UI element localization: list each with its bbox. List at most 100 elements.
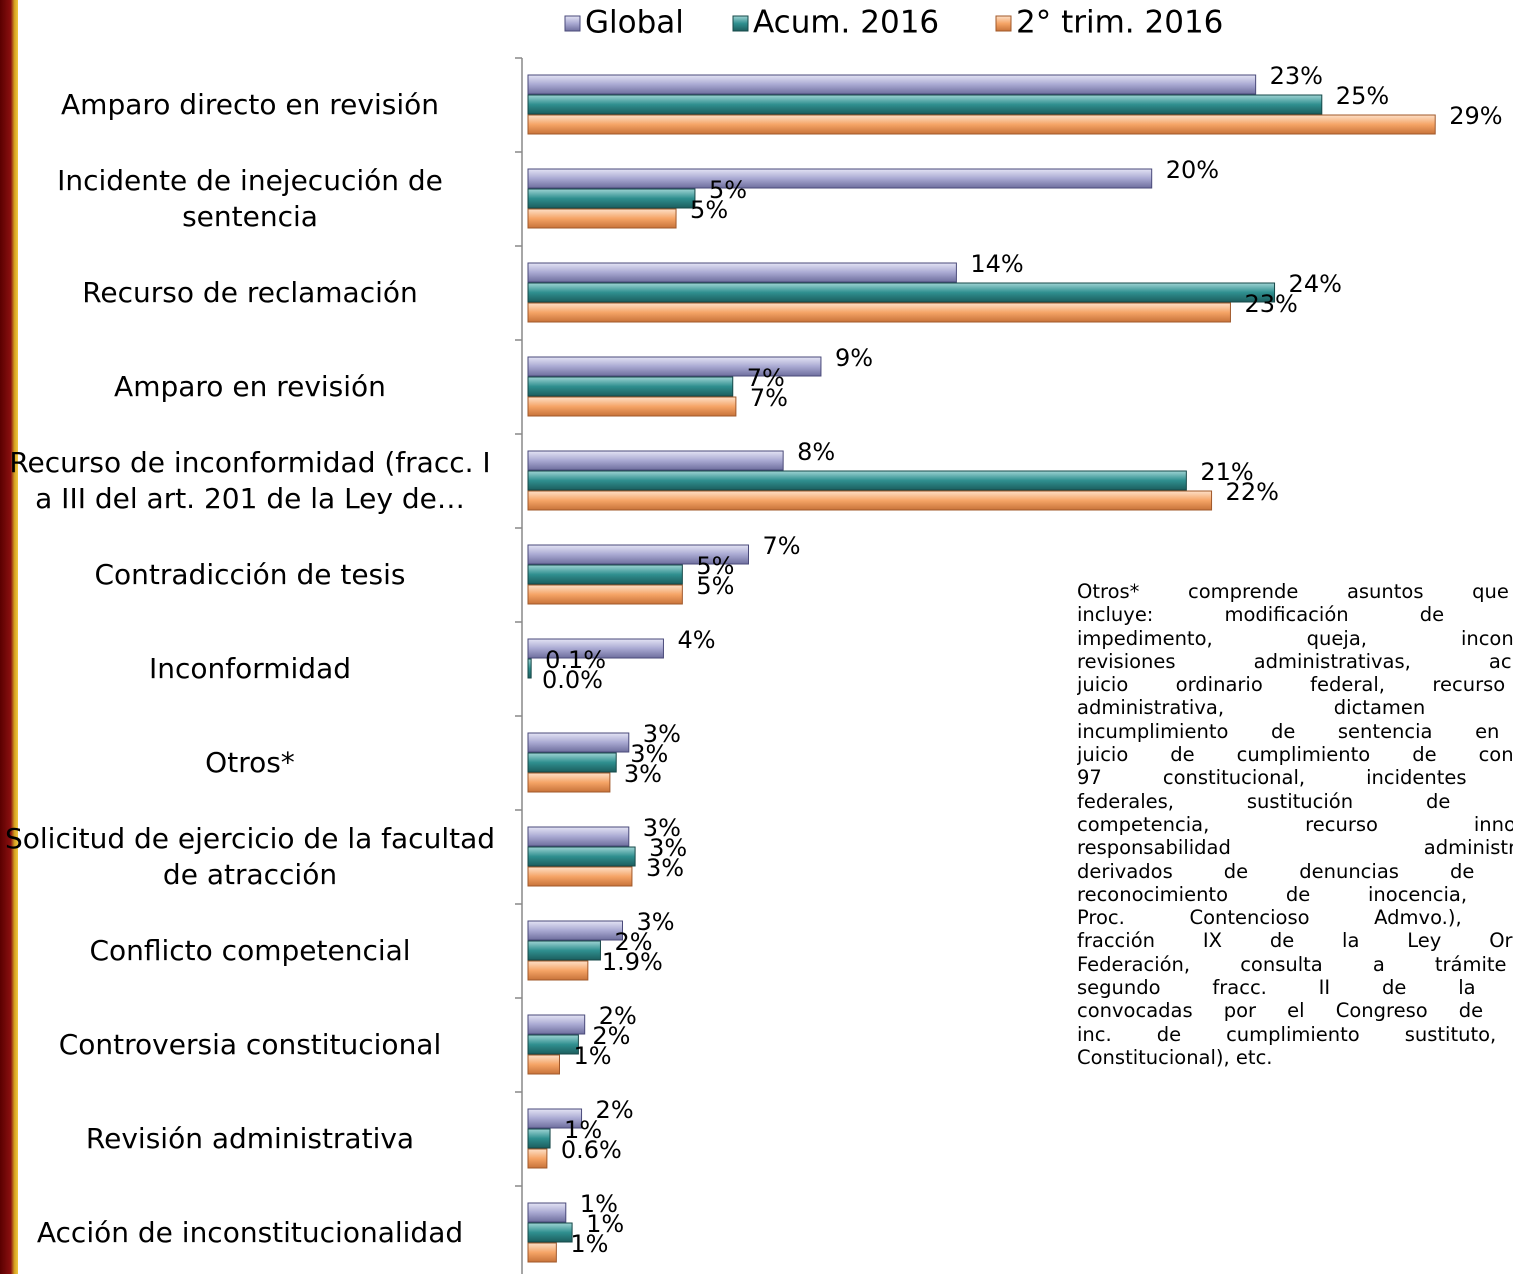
data-label: 7%	[747, 364, 785, 392]
data-label: 1%	[574, 1042, 612, 1070]
footnote-line: impedimento, queja, inconformid	[1077, 626, 1513, 650]
bar	[527, 866, 633, 887]
bar	[527, 544, 749, 565]
data-label: 2%	[592, 1022, 630, 1050]
bar	[527, 74, 1257, 95]
bar	[527, 208, 677, 229]
data-label: 5%	[696, 552, 734, 580]
data-label: 1%	[564, 1116, 602, 1144]
bar	[527, 1108, 583, 1129]
footnote-line: competencia, recurso innominad	[1077, 812, 1513, 836]
legend-label: Global	[585, 5, 684, 41]
bar	[527, 1034, 579, 1055]
legend-swatch	[732, 15, 749, 32]
footnote-line: segundo fracc. II de la L.O.P	[1077, 976, 1513, 1000]
footnote-line: derivados de denuncias de repet	[1077, 859, 1513, 883]
data-label: 7%	[763, 532, 801, 560]
bar	[527, 450, 784, 471]
footnote-line: reconocimiento de inocencia, revisi	[1077, 882, 1513, 906]
category-label: Amparo en revisión	[114, 370, 386, 403]
data-label: 0.6%	[561, 1136, 622, 1164]
data-label: 1%	[570, 1230, 608, 1258]
bar	[527, 846, 636, 867]
category-label: Solicitud de ejercicio de la facultad de…	[4, 822, 496, 891]
data-label: 2%	[614, 928, 652, 956]
bar	[527, 920, 623, 941]
data-label: 2%	[596, 1096, 634, 1124]
footnote-line: Proc. Contencioso Admvo.), recur	[1077, 906, 1513, 930]
category-label: Recurso de inconformidad (fracc. I a III…	[9, 446, 491, 515]
footnote-line: Constitucional), etc.	[1077, 1045, 1273, 1069]
data-label: 1%	[586, 1210, 624, 1238]
category-label: Recurso de reclamación	[82, 276, 418, 309]
data-label: 3%	[630, 740, 668, 768]
footnote-line: Federación, consulta a trámite pr	[1077, 952, 1513, 976]
data-label: 21%	[1200, 458, 1253, 486]
category-label: Contradicción de tesis	[94, 558, 406, 591]
footnote-line: convocadas por el Congreso de la U	[1077, 999, 1513, 1023]
data-label: 3%	[637, 908, 675, 936]
data-label: 0.0%	[542, 666, 603, 694]
bar	[527, 262, 957, 283]
bar	[527, 940, 601, 961]
data-label: 3%	[624, 760, 662, 788]
bar	[527, 1202, 567, 1223]
data-label: 20%	[1166, 156, 1219, 184]
bar	[527, 584, 683, 605]
bar	[527, 376, 734, 397]
bar	[527, 772, 611, 793]
data-label: 25%	[1336, 82, 1389, 110]
category-label: Controversia constitucional	[58, 1028, 442, 1061]
category-label: Amparo directo en revisión	[61, 88, 439, 121]
legend-label: 2° trim. 2016	[1016, 5, 1223, 41]
footnote-line: administrativa, dictamen final	[1077, 696, 1513, 720]
data-label: 22%	[1226, 478, 1279, 506]
data-label: 9%	[835, 344, 873, 372]
legend-swatch	[995, 15, 1012, 32]
bar	[527, 188, 696, 209]
bar	[527, 168, 1153, 189]
bar	[527, 564, 683, 585]
bar	[527, 282, 1276, 303]
bar	[527, 1128, 551, 1149]
footnote: Otros* comprende asuntos que reincluye: …	[1077, 580, 1513, 1069]
footnote-line: juicio de cumplimiento de convenios	[1077, 743, 1513, 767]
bar	[527, 960, 589, 981]
bar	[527, 1222, 573, 1243]
data-label: 1.9%	[602, 948, 663, 976]
footnote-line: fracción IX de la Ley Orgánica	[1077, 929, 1513, 953]
data-label: 3%	[643, 720, 681, 748]
category-label: Otros*	[205, 746, 295, 779]
bar	[527, 1148, 548, 1169]
footnote-line: federales, sustitución de jurisp	[1077, 789, 1513, 813]
bar	[527, 826, 630, 847]
data-label: 5%	[696, 572, 734, 600]
footnote-line: incluye: modificación de jurispr	[1077, 603, 1513, 627]
category-label: Revisión administrativa	[85, 1122, 415, 1155]
category-label: Acción de inconstitucionalidad	[36, 1216, 464, 1249]
bar	[527, 1054, 560, 1075]
footnote-line: responsabilidad administrativa.,	[1077, 836, 1513, 860]
category-label: Conflicto competencial	[89, 934, 411, 967]
data-label: 24%	[1289, 270, 1342, 298]
bar	[527, 396, 737, 417]
footnote-line: incumplimiento de sentencia en con	[1077, 719, 1513, 743]
data-label: 2%	[599, 1002, 637, 1030]
data-label: 4%	[677, 626, 715, 654]
bar	[527, 1242, 557, 1263]
data-label: 29%	[1449, 102, 1502, 130]
data-label: 5%	[709, 176, 747, 204]
bar	[527, 302, 1231, 323]
data-label: 1%	[580, 1190, 618, 1218]
bar	[527, 490, 1213, 511]
data-label: 5%	[690, 196, 728, 224]
footnote-line: revisiones administrativas, aclaració	[1077, 649, 1513, 673]
bar	[527, 1014, 586, 1035]
legend-swatch	[564, 15, 581, 32]
data-label: 23%	[1270, 62, 1323, 90]
bar	[527, 114, 1436, 135]
bar	[527, 732, 630, 753]
category-label: Inconformidad	[148, 652, 352, 685]
